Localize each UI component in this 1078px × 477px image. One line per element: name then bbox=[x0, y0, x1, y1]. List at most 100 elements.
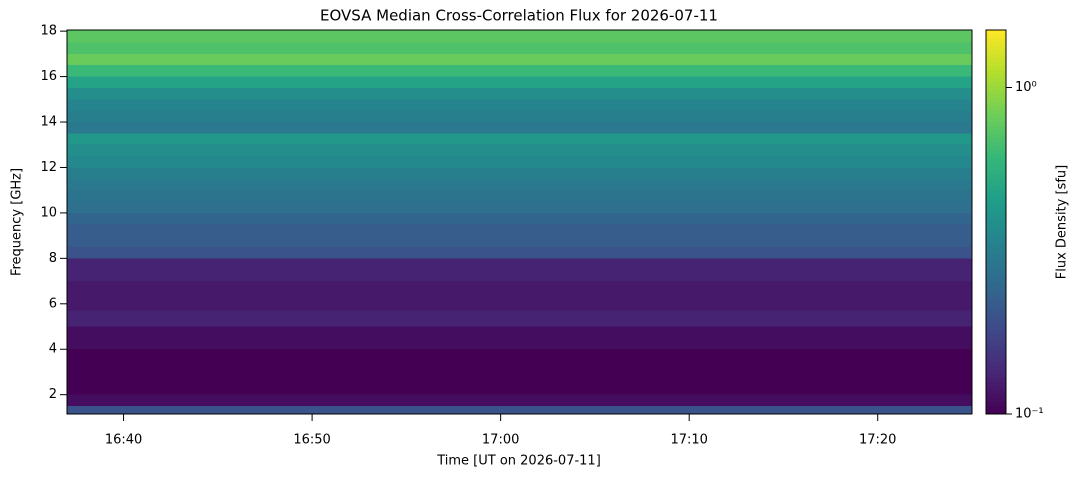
colorbar-segment bbox=[986, 266, 1006, 271]
colorbar-segment bbox=[986, 58, 1006, 63]
colorbar-segment bbox=[986, 326, 1006, 331]
y-tick-label: 14 bbox=[40, 115, 57, 130]
colorbar-segment bbox=[986, 90, 1006, 95]
colorbar-segment bbox=[986, 218, 1006, 223]
colorbar-segment bbox=[986, 186, 1006, 191]
heatmap-cell bbox=[67, 144, 972, 157]
colorbar-segment bbox=[986, 210, 1006, 215]
colorbar-segment bbox=[986, 182, 1006, 187]
heatmap-cell bbox=[67, 53, 972, 66]
x-tick-label: 17:20 bbox=[859, 433, 896, 448]
colorbar-segment bbox=[986, 138, 1006, 143]
colorbar-segment bbox=[986, 410, 1006, 415]
colorbar-segment bbox=[986, 318, 1006, 323]
heatmap-cell bbox=[67, 30, 972, 43]
colorbar-segment bbox=[986, 30, 1006, 35]
colorbar-segment bbox=[986, 274, 1006, 279]
colorbar-segment bbox=[986, 230, 1006, 235]
colorbar-segment bbox=[986, 306, 1006, 311]
colorbar-segment bbox=[986, 338, 1006, 343]
colorbar-segment bbox=[986, 294, 1006, 299]
heatmap-cell bbox=[67, 394, 972, 407]
colorbar-segment bbox=[986, 378, 1006, 383]
colorbar-segment bbox=[986, 362, 1006, 367]
heatmap-cell bbox=[67, 178, 972, 191]
colorbar-segment bbox=[986, 254, 1006, 259]
colorbar-segment bbox=[986, 82, 1006, 87]
colorbar-segment bbox=[986, 394, 1006, 399]
colorbar-segment bbox=[986, 222, 1006, 227]
colorbar-segment bbox=[986, 150, 1006, 155]
colorbar-segment bbox=[986, 242, 1006, 247]
colorbar-segment bbox=[986, 50, 1006, 55]
colorbar-segment bbox=[986, 146, 1006, 151]
heatmap-cell bbox=[67, 99, 972, 111]
heatmap-cell bbox=[67, 133, 972, 145]
colorbar-segment bbox=[986, 106, 1006, 111]
heatmap-cell bbox=[67, 326, 972, 350]
colorbar-segment bbox=[986, 206, 1006, 211]
colorbar-segment bbox=[986, 162, 1006, 167]
colorbar-segment bbox=[986, 226, 1006, 231]
heatmap-cell bbox=[67, 258, 972, 282]
heatmap-cell bbox=[67, 201, 972, 213]
colorbar-segment bbox=[986, 354, 1006, 359]
colorbar-segment bbox=[986, 118, 1006, 123]
colorbar-segment bbox=[986, 238, 1006, 243]
colorbar-segment bbox=[986, 310, 1006, 315]
colorbar-segment bbox=[986, 282, 1006, 287]
colorbar-segment bbox=[986, 374, 1006, 379]
colorbar-segment bbox=[986, 270, 1006, 275]
colorbar-segment bbox=[986, 74, 1006, 79]
colorbar-segment bbox=[986, 390, 1006, 395]
colorbar-segment bbox=[986, 70, 1006, 75]
colorbar-segment bbox=[986, 214, 1006, 219]
colorbar-segment bbox=[986, 178, 1006, 183]
colorbar-segment bbox=[986, 98, 1006, 103]
colorbar-segment bbox=[986, 198, 1006, 203]
colorbar-segment bbox=[986, 126, 1006, 131]
colorbar-segment bbox=[986, 54, 1006, 59]
colorbar-segment bbox=[986, 398, 1006, 403]
heatmap-cell bbox=[67, 122, 972, 134]
colorbar-segment bbox=[986, 42, 1006, 47]
heatmap-cell bbox=[67, 406, 972, 414]
heatmap-cell bbox=[67, 281, 972, 304]
colorbar-segment bbox=[986, 154, 1006, 159]
colorbar-segment bbox=[986, 34, 1006, 39]
x-axis-label: Time [UT on 2026-07-11] bbox=[436, 454, 601, 469]
colorbar-segment bbox=[986, 94, 1006, 99]
y-tick-label: 16 bbox=[40, 69, 57, 84]
colorbar-segment bbox=[986, 350, 1006, 355]
colorbar-segment bbox=[986, 158, 1006, 163]
colorbar-segment bbox=[986, 298, 1006, 303]
x-tick-label: 17:10 bbox=[670, 433, 707, 448]
colorbar-segment bbox=[986, 406, 1006, 411]
colorbar-segment bbox=[986, 322, 1006, 327]
x-tick-label: 16:50 bbox=[293, 433, 330, 448]
colorbar-segment bbox=[986, 366, 1006, 371]
colorbar-segment bbox=[986, 258, 1006, 263]
colorbar-segment bbox=[986, 286, 1006, 291]
colorbar-segment bbox=[986, 190, 1006, 195]
heatmap-cell bbox=[67, 87, 972, 100]
y-tick-label: 4 bbox=[49, 342, 57, 357]
plot-frame bbox=[66, 29, 973, 415]
colorbar-segment bbox=[986, 134, 1006, 139]
colorbar-segment bbox=[986, 38, 1006, 43]
colorbar-segment bbox=[986, 122, 1006, 127]
heatmap-cell bbox=[67, 156, 972, 168]
colorbar-segment bbox=[986, 86, 1006, 91]
heatmap-cell bbox=[67, 212, 972, 225]
y-axis-label: Frequency [GHz] bbox=[10, 168, 25, 276]
heatmap-cell bbox=[67, 76, 972, 88]
heatmap-cell bbox=[67, 167, 972, 179]
colorbar-label: Flux Density [sfu] bbox=[1055, 165, 1070, 279]
heatmap-cell bbox=[67, 190, 972, 202]
colorbar-tick-label: 10⁰ bbox=[1015, 80, 1037, 95]
heatmap-cell bbox=[67, 110, 972, 123]
colorbar-segment bbox=[986, 46, 1006, 51]
colorbar-segment bbox=[986, 314, 1006, 319]
colorbar-segment bbox=[986, 330, 1006, 335]
